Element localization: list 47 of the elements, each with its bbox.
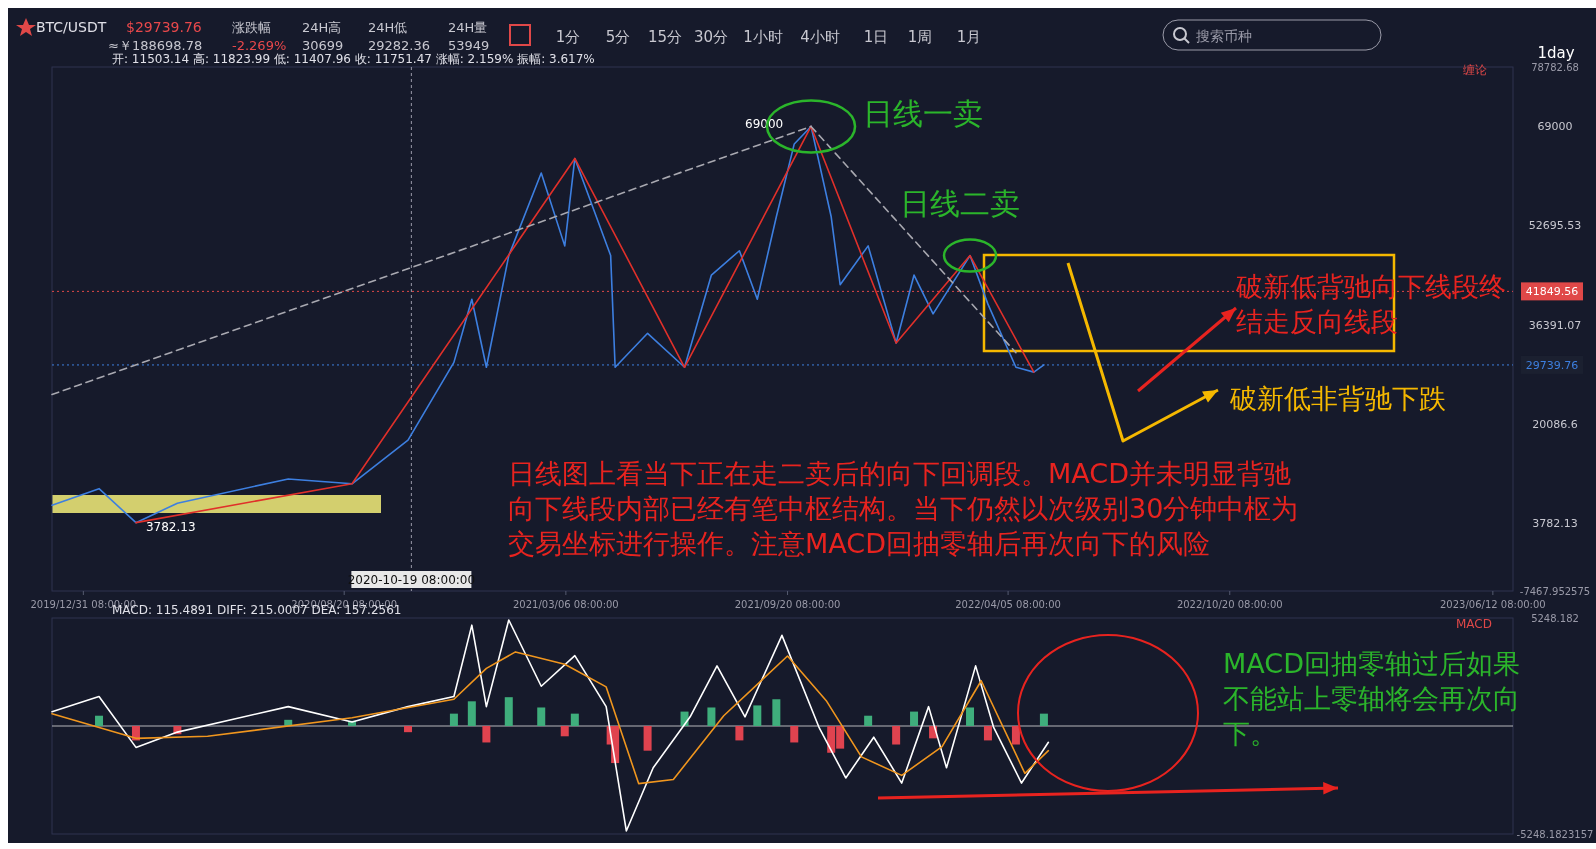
x-tick-label: 2021/03/06 08:00:00 [513, 599, 619, 610]
annotation: 缠论 [1463, 63, 1487, 77]
text: 5分 [605, 28, 631, 46]
text: 24H量 [448, 20, 488, 35]
x-tick-label: 2022/04/05 08:00:00 [955, 599, 1061, 610]
x-tick-label: 2023/06/12 08:00:00 [1439, 599, 1546, 610]
annotation: 日线二卖 [900, 185, 1021, 221]
text: 搜索币种 [1196, 28, 1252, 44]
y-tick-label: -7467.952575 [1519, 586, 1591, 597]
text: 29282.36 [368, 38, 431, 53]
text: 1小时 [743, 28, 783, 46]
text: 涨跌幅 [232, 20, 271, 35]
ref-line-label: 41849.56 [1525, 285, 1579, 299]
y-tick-label: -5248.1823157 [1516, 829, 1594, 840]
annotation: 日线图上看当下正在走二卖后的向下回调段。MACD并未明显背驰向下线段内部已经有笔中枢结构。当下仍然以次级别30分钟中枢为交易坐标进行操作。注意MACD回抽零轴后再次向下的风险 [508, 458, 1299, 560]
text: $29739.76 [126, 19, 202, 35]
y-tick-label: 69000 [1537, 120, 1573, 134]
text: 24H高 [302, 20, 342, 35]
ref-line-label: 29739.76 [1525, 358, 1579, 372]
annotation: 3782.13 [145, 519, 196, 534]
chart-title: BTC/USDT [36, 19, 107, 35]
annotation: 日线一卖 [863, 96, 984, 132]
y-tick-label: 5248.182 [1531, 613, 1579, 624]
text: 1day [1537, 44, 1575, 62]
text: 53949 [448, 38, 490, 53]
text: ≈￥188698.78 [108, 38, 203, 53]
text: 15分 [647, 28, 683, 46]
y-tick-label: 78782.68 [1531, 62, 1579, 73]
text: 4小时 [800, 28, 840, 46]
text: 1月 [956, 28, 982, 46]
y-tick-label: 20086.6 [1532, 417, 1578, 431]
x-tick-label: 2022/10/20 08:00:00 [1176, 599, 1283, 610]
text: 30分 [693, 28, 729, 46]
annotation: 破新低非背驰下跌 [1229, 383, 1446, 414]
text: 1日 [863, 28, 889, 46]
text: 30699 [302, 38, 344, 53]
x-tick-label: 2021/09/20 08:00:00 [734, 599, 841, 610]
y-tick-label: 3782.13 [1532, 516, 1578, 530]
chart-subtitle: 开: 11503.14 高: 11823.99 低: 11407.96 收: 11751.47 涨幅: 2.159% 振幅: 3.617% [112, 52, 595, 66]
annotation: MACD回抽零轴过后如果不能站上零轴将会再次向下。 [1223, 648, 1520, 750]
y-tick-label: 52695.53 [1528, 219, 1582, 233]
text: 1周 [907, 28, 933, 46]
text: 24H低 [368, 20, 408, 35]
text: 1分 [555, 28, 581, 46]
text: -2.269% [232, 38, 287, 53]
y-tick-label: 36391.07 [1528, 318, 1582, 332]
annotation: MACD [1456, 617, 1492, 631]
